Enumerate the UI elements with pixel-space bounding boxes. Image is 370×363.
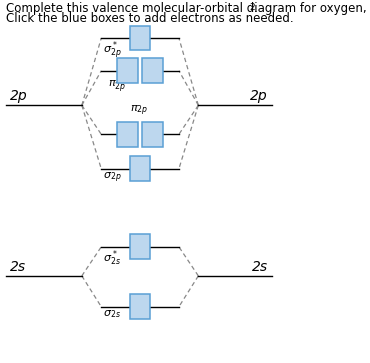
Bar [130, 234, 151, 259]
Bar [130, 26, 151, 50]
Text: $\sigma^*_{2s}$: $\sigma^*_{2s}$ [102, 249, 121, 268]
Bar [130, 156, 151, 181]
Text: 2s: 2s [10, 260, 26, 274]
Bar [117, 58, 138, 83]
Text: $\sigma_{2p}$: $\sigma_{2p}$ [102, 171, 121, 185]
Text: Complete this valence molecular-orbital diagram for oxygen, O: Complete this valence molecular-orbital … [6, 2, 370, 15]
Text: Click the blue boxes to add electrons as needed.: Click the blue boxes to add electrons as… [6, 12, 293, 25]
Text: 2p: 2p [10, 89, 27, 103]
Bar [142, 58, 163, 83]
Text: $\pi_{2p}$: $\pi_{2p}$ [130, 104, 148, 118]
Text: $\sigma_{2s}$: $\sigma_{2s}$ [102, 309, 121, 321]
Bar [117, 122, 138, 147]
Text: 2p: 2p [250, 89, 268, 103]
Bar [130, 294, 151, 319]
Text: $\sigma^*_{2p}$: $\sigma^*_{2p}$ [102, 40, 121, 62]
Text: .: . [253, 2, 257, 15]
Text: $\pi^*_{2p}$: $\pi^*_{2p}$ [108, 74, 126, 96]
Text: 2s: 2s [252, 260, 268, 274]
Bar [142, 122, 163, 147]
Text: 2: 2 [250, 3, 255, 12]
